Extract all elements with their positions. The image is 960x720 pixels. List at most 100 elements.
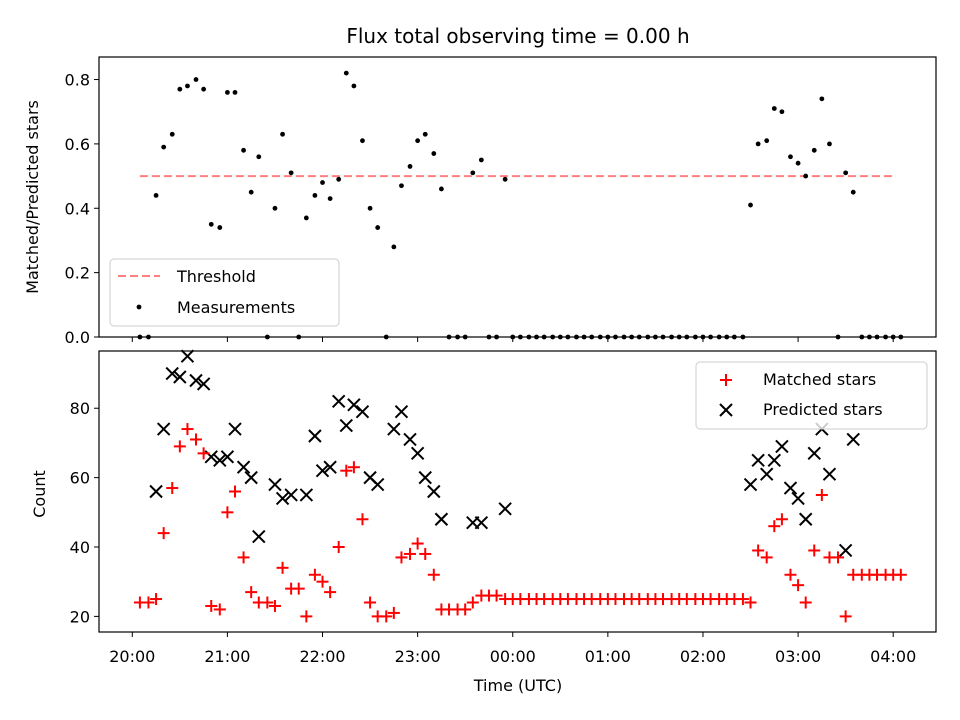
predicted-star-marker: [308, 429, 322, 443]
measurement-point: [724, 334, 730, 340]
measurement-point: [581, 334, 587, 340]
measurement-point: [534, 334, 539, 340]
ratio-legend-box: [109, 258, 340, 327]
measurement-point: [850, 189, 856, 195]
measurement-point: [597, 334, 603, 340]
measurement-point: [731, 334, 737, 340]
matched-star-marker: [792, 579, 805, 592]
ratio-y-tick-label: 0.0: [65, 328, 90, 347]
measurement-point: [843, 170, 849, 176]
measurement-point: [645, 334, 651, 340]
measurement-point: [629, 334, 635, 340]
matched-star-marker: [427, 568, 440, 581]
measurement-point: [193, 77, 199, 82]
x-tick-label: 00:00: [490, 647, 536, 666]
predicted-star-marker: [434, 512, 449, 526]
matched-star-marker: [142, 596, 155, 609]
matched-star-marker: [404, 547, 417, 560]
x-tick-label: 04:00: [870, 647, 916, 666]
predicted-star-marker: [180, 349, 195, 363]
predicted-star-marker: [394, 405, 409, 419]
predicted-star-marker: [846, 432, 860, 447]
measurement-point: [811, 147, 817, 153]
measurement-point: [360, 138, 365, 144]
measurement-point: [351, 83, 357, 89]
matched-star-marker: [347, 461, 360, 474]
measurement-point: [296, 334, 302, 340]
matched-star-marker: [181, 423, 194, 436]
matched-star-marker: [229, 485, 242, 498]
measurement-point: [550, 334, 556, 340]
predicted-star-marker: [791, 491, 805, 506]
measurement-point: [653, 334, 658, 340]
measurement-point: [867, 334, 872, 340]
predicted-star-marker: [775, 439, 789, 454]
measurement-point: [613, 334, 618, 340]
measurement-point: [137, 334, 143, 340]
measurement-point: [819, 96, 825, 102]
matched-star-marker: [268, 599, 281, 612]
matched-star-marker: [300, 610, 313, 623]
measurement-point: [795, 160, 801, 166]
x-tick-label: 22:00: [299, 647, 345, 666]
measurement-point: [177, 86, 183, 92]
matched-star-marker: [157, 527, 170, 540]
predicted-star-marker: [807, 446, 821, 461]
measurement-point: [248, 189, 254, 195]
x-tick-label: 21:00: [204, 647, 250, 666]
predicted-star-marker: [751, 453, 765, 467]
matched-star-marker: [839, 610, 852, 623]
ratio-y-ticks: 0.0 0.2 0.4 0.6 0.8: [65, 71, 99, 347]
measurement-point: [755, 141, 761, 147]
matched-star-marker: [799, 596, 812, 609]
matched-star-marker: [752, 544, 765, 557]
matched-star-marker: [744, 596, 757, 609]
matched-star-marker: [490, 589, 503, 602]
measurement-point: [320, 180, 325, 185]
measurement-point: [455, 334, 460, 340]
measurement-point: [557, 334, 563, 340]
predicted-star-marker: [268, 477, 282, 492]
matched-star-marker: [237, 551, 250, 564]
measurement-point: [574, 334, 579, 340]
count-legend-box: [695, 361, 928, 430]
measurement-point: [153, 192, 159, 198]
predicted-star-marker: [299, 488, 314, 502]
matched-star-marker: [832, 551, 845, 564]
predicted-star-marker: [339, 418, 354, 433]
matched-star-marker: [205, 599, 218, 612]
measurement-point: [327, 196, 333, 202]
matched-star-marker: [894, 568, 907, 581]
matched-star-marker: [150, 593, 163, 606]
x-tick-label: 23:00: [395, 647, 441, 666]
x-tick-label: 02:00: [680, 647, 726, 666]
measurements-legend-label: Measurements: [177, 298, 295, 317]
measurement-point: [779, 109, 785, 115]
measurement-point: [898, 334, 904, 340]
measurement-point: [439, 186, 444, 192]
matched-star-marker: [245, 586, 258, 599]
measurement-point: [621, 334, 627, 340]
measurement-point: [740, 334, 746, 340]
matched-star-marker: [190, 433, 203, 446]
matched-star-marker: [808, 544, 821, 557]
measurement-point: [383, 334, 389, 340]
predicted-star-marker: [387, 422, 401, 436]
matched-star-marker: [173, 440, 186, 453]
matched-star-marker: [815, 488, 828, 501]
predicted-star-marker: [220, 450, 235, 464]
predicted-star-marker: [822, 467, 837, 481]
count-y-tick-label: 40: [70, 538, 90, 557]
matched-star-marker: [466, 596, 479, 609]
matched-star-marker: [395, 551, 408, 564]
measurement-point: [764, 138, 770, 144]
count-y-axis-label: Count: [30, 470, 49, 518]
measurement-point: [684, 334, 690, 340]
chart-title: Flux total observing time = 0.00 h: [346, 24, 689, 48]
matched-star-marker: [197, 447, 210, 460]
measurement-point: [589, 334, 595, 340]
count-legend: Matched stars Predicted stars: [695, 361, 928, 430]
measurement-point: [169, 131, 175, 137]
matched-star-marker: [775, 513, 788, 526]
